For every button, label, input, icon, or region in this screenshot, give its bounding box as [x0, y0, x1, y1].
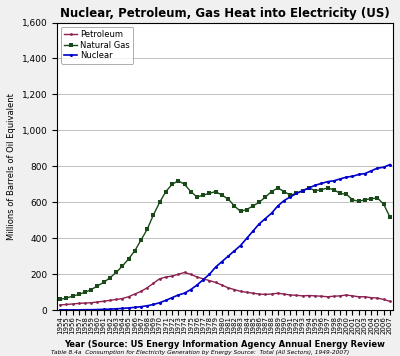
Petroleum [182, 270, 187, 274]
Natural Gas [114, 270, 118, 274]
Petroleum [288, 293, 293, 297]
Legend: Petroleum, Natural Gas, Nuclear: Petroleum, Natural Gas, Nuclear [61, 27, 133, 64]
Y-axis label: Millions of Barrels of Oil Equivalent: Millions of Barrels of Oil Equivalent [7, 93, 16, 240]
Nuclear [114, 307, 118, 311]
Line: Nuclear: Nuclear [58, 163, 391, 312]
Nuclear [282, 198, 286, 203]
Nuclear [238, 244, 243, 248]
Line: Natural Gas: Natural Gas [58, 179, 391, 301]
Line: Petroleum: Petroleum [59, 271, 391, 306]
Nuclear [58, 308, 62, 312]
Petroleum [188, 272, 193, 276]
Nuclear [257, 222, 262, 226]
Petroleum [58, 303, 62, 307]
Natural Gas [288, 193, 293, 197]
Petroleum [114, 297, 118, 302]
Natural Gas [244, 208, 249, 212]
Title: Nuclear, Petroleum, Gas Heat into Electricity (US): Nuclear, Petroleum, Gas Heat into Electr… [60, 7, 390, 20]
Natural Gas [257, 200, 262, 204]
Nuclear [182, 291, 187, 295]
Petroleum [244, 290, 249, 294]
Petroleum [257, 292, 262, 296]
Nuclear [388, 162, 392, 167]
Natural Gas [263, 195, 268, 199]
Natural Gas [188, 189, 193, 194]
Text: Table 8.4a  Consumption for Electricity Generation by Energy Source:  Total (All: Table 8.4a Consumption for Electricity G… [51, 350, 349, 355]
Petroleum [263, 292, 268, 297]
Natural Gas [176, 179, 181, 183]
Natural Gas [388, 215, 392, 219]
Nuclear [250, 229, 255, 233]
Petroleum [388, 299, 392, 303]
Natural Gas [58, 297, 62, 302]
X-axis label: Year (Source: US Energy Information Agency Annual Energy Review: Year (Source: US Energy Information Agen… [64, 340, 385, 349]
